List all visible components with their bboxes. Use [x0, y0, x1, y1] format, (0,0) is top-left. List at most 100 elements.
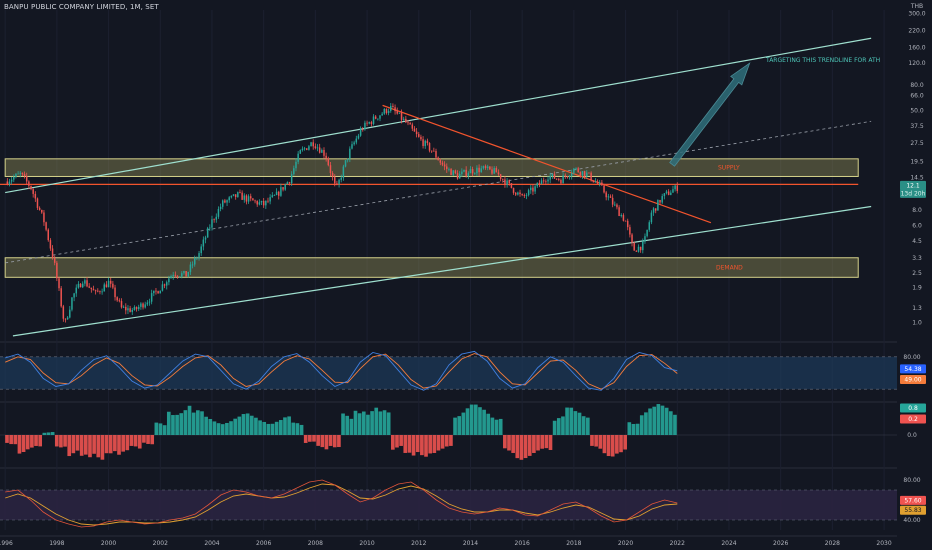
- candle-body: [99, 291, 101, 293]
- candle-body: [342, 166, 345, 178]
- price-tick-label: 37.5: [910, 123, 924, 130]
- candle-body: [286, 182, 289, 185]
- candle-body: [127, 308, 129, 311]
- momentum-bar: [146, 435, 150, 444]
- candle-body: [635, 250, 638, 252]
- candle-body: [514, 192, 517, 195]
- candle-body: [13, 176, 15, 180]
- candle-body: [280, 187, 282, 196]
- candle-body: [344, 160, 347, 167]
- candle-body: [202, 239, 205, 247]
- candle-body: [428, 143, 431, 151]
- candle-body: [626, 220, 629, 228]
- momentum-bar: [424, 435, 428, 457]
- candle-body: [551, 173, 554, 177]
- candle-body: [495, 168, 498, 173]
- momentum-bar: [13, 435, 18, 445]
- candle-body: [357, 135, 360, 139]
- candle-body: [480, 168, 482, 173]
- momentum-bar: [187, 405, 192, 435]
- candle-body: [114, 287, 116, 298]
- candle-body: [568, 176, 571, 178]
- candle-body: [502, 178, 504, 180]
- rsi-line: [5, 479, 678, 528]
- candle-body: [398, 112, 401, 114]
- candle-body: [112, 283, 114, 288]
- candle-body: [594, 181, 597, 183]
- candle-body: [308, 146, 310, 150]
- candle-body: [69, 309, 71, 318]
- momentum-bar: [386, 412, 391, 435]
- candle-body: [316, 147, 319, 149]
- price-tick-label: 8.0: [912, 207, 922, 214]
- channel-upper-line: [5, 37, 872, 194]
- candle-body: [189, 264, 192, 273]
- candle-body: [657, 200, 659, 211]
- candle-body: [499, 174, 502, 179]
- candle-body: [153, 290, 155, 294]
- momentum-bar: [664, 407, 669, 435]
- momentum-bar: [361, 411, 366, 435]
- candle-body: [558, 178, 560, 180]
- candle-body: [142, 303, 144, 308]
- momentum-bar: [366, 414, 370, 435]
- candle-body: [532, 187, 534, 192]
- momentum-bar: [88, 435, 92, 458]
- momentum-bar: [196, 410, 200, 435]
- candle-body: [219, 206, 222, 210]
- momentum-bar: [121, 435, 125, 452]
- candle-body: [659, 200, 661, 203]
- candle-body: [334, 177, 336, 184]
- momentum-bar: [395, 435, 399, 448]
- candle-body: [605, 192, 607, 198]
- momentum-bar: [341, 413, 345, 435]
- momentum-bar: [320, 435, 325, 448]
- momentum-bar: [382, 410, 387, 435]
- candle-body: [648, 222, 651, 230]
- candle-body: [249, 196, 252, 199]
- candle-body: [674, 185, 676, 190]
- candle-body: [232, 194, 235, 196]
- candle-body: [293, 168, 295, 175]
- price-tick-label: 1.9: [912, 285, 922, 292]
- candle-body: [383, 108, 386, 114]
- year-tick-label: 2024: [721, 540, 736, 547]
- candle-body: [433, 150, 435, 152]
- year-tick-label: 2004: [204, 540, 219, 547]
- candle-body: [629, 227, 631, 235]
- momentum-bar: [453, 417, 457, 435]
- momentum-bar: [332, 435, 337, 448]
- candle-body: [430, 150, 433, 152]
- price-tick-label: 1.3: [912, 305, 922, 312]
- momentum-bar: [391, 435, 395, 450]
- candle-body: [8, 181, 11, 185]
- candle-body: [471, 169, 474, 174]
- candle-body: [538, 182, 541, 185]
- candle-body: [43, 212, 45, 223]
- candle-body: [41, 209, 43, 213]
- candle-body: [146, 302, 149, 305]
- candle-body: [362, 129, 364, 131]
- candle-body: [338, 179, 340, 185]
- target-label: TARGETING THIS TRENDLINE FOR ATH: [765, 57, 880, 64]
- stoch-tick-label: 80.00: [903, 354, 920, 361]
- momentum-bar: [117, 435, 121, 455]
- candle-body: [243, 195, 246, 200]
- momentum-tick-label: 0.0: [907, 432, 917, 439]
- candle-body: [64, 318, 67, 320]
- momentum-bar: [548, 435, 553, 450]
- momentum-bar: [17, 435, 22, 454]
- candle-body: [183, 271, 185, 274]
- candle-body: [385, 108, 388, 113]
- candle-body: [463, 169, 465, 172]
- candle-body: [411, 124, 414, 129]
- momentum-bar: [573, 411, 578, 435]
- price-tick-label: 2.5: [912, 270, 922, 277]
- momentum-bar: [627, 422, 632, 435]
- candle-body: [36, 198, 39, 208]
- candle-body: [422, 139, 424, 146]
- candle-body: [665, 191, 668, 194]
- rsi-panel: [0, 479, 897, 528]
- candle-body: [161, 284, 164, 291]
